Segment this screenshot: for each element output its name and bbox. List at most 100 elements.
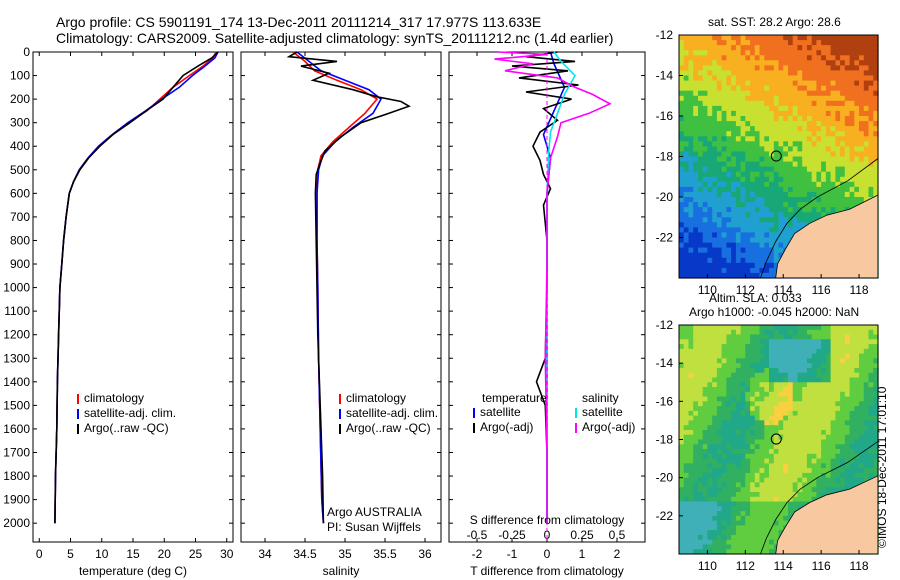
map-cell (698, 496, 704, 503)
map-cell (868, 425, 874, 431)
map-cell (797, 222, 803, 228)
map-cell (750, 126, 756, 132)
map-cell (683, 202, 690, 208)
map-cell (698, 121, 704, 127)
map-cell (679, 496, 685, 503)
map-cell (854, 95, 860, 102)
map-cell (693, 156, 699, 163)
map-cell (806, 105, 813, 112)
map-cell (735, 212, 742, 218)
map-cell (816, 131, 822, 137)
map-cell (844, 415, 851, 421)
map-cell (679, 237, 685, 244)
map-cell (835, 453, 841, 460)
map-cell (830, 65, 836, 72)
map-cell (693, 506, 699, 512)
map-cell (816, 420, 822, 426)
map-cell (840, 387, 846, 393)
map-cell (811, 444, 818, 450)
map-cell (840, 85, 846, 92)
map-cell (764, 410, 770, 417)
map-cell (830, 202, 836, 208)
map-cell (854, 85, 860, 92)
map-cell (797, 363, 803, 369)
map-cell (816, 156, 822, 163)
map-cell (735, 110, 742, 117)
map-cell (731, 181, 737, 188)
map-cell (792, 85, 799, 92)
map-cell (802, 353, 808, 359)
map-cell (840, 401, 846, 407)
map-cell (721, 95, 727, 102)
map-cell (712, 202, 718, 208)
map-cell (688, 45, 694, 51)
map-cell (764, 401, 770, 407)
map-cell (698, 191, 704, 198)
map-cell (778, 237, 784, 244)
map-cell (854, 35, 860, 41)
map-cell (873, 401, 879, 407)
map-cell (750, 35, 756, 41)
map-cell (754, 35, 761, 41)
map-cell (745, 387, 751, 393)
map-cell (683, 444, 690, 450)
map-cell (683, 344, 690, 350)
map-cell (806, 477, 813, 484)
map-cell (707, 453, 713, 460)
map-cell (783, 377, 789, 383)
map-cell (745, 496, 751, 503)
map-cell (825, 410, 832, 417)
map-cell (702, 506, 709, 512)
map-cell (707, 131, 713, 137)
map-cell (731, 60, 737, 66)
map-cell (821, 105, 827, 112)
map-cell (816, 90, 822, 97)
map-cell (830, 396, 836, 402)
map-cell (735, 222, 742, 228)
map-cell (716, 406, 723, 412)
map-cell (811, 391, 818, 398)
map-cell (679, 339, 685, 345)
map-cell (712, 439, 718, 445)
map-cell (712, 75, 718, 82)
map-cell (726, 227, 732, 234)
map-cell (740, 539, 746, 546)
map-cell (849, 401, 855, 407)
map-cell (702, 70, 709, 77)
map-y-tick-label: -14 (656, 69, 674, 83)
map-cell (707, 35, 713, 41)
map-cell (835, 401, 841, 407)
map-cell (716, 171, 723, 178)
map-cell (764, 329, 770, 336)
map-cell (693, 358, 699, 364)
map-cell (726, 420, 732, 426)
map-cell (693, 406, 699, 412)
map-cell (849, 396, 855, 402)
map-cell (683, 85, 690, 92)
map-cell (702, 191, 709, 198)
map-cell (688, 472, 694, 479)
map-cell (726, 425, 732, 431)
map-cell (835, 353, 841, 359)
map-cell (849, 126, 855, 132)
map-cell (868, 55, 874, 61)
map-cell (759, 242, 765, 249)
map-cell (707, 126, 713, 132)
map-cell (863, 141, 870, 147)
map-cell (688, 525, 694, 531)
map-cell (769, 549, 775, 555)
map-cell (683, 267, 690, 274)
map-cell (802, 477, 808, 484)
map-cell (802, 434, 808, 441)
map-cell (745, 353, 751, 359)
map-cell (764, 176, 770, 183)
map-cell (797, 75, 803, 82)
map-cell (688, 65, 694, 72)
map-cell (797, 444, 803, 450)
map-cell (821, 95, 827, 102)
map-cell (679, 166, 685, 173)
map-cell (702, 458, 709, 464)
map-cell (773, 252, 780, 259)
map-cell (821, 85, 827, 92)
map-cell (783, 55, 789, 61)
